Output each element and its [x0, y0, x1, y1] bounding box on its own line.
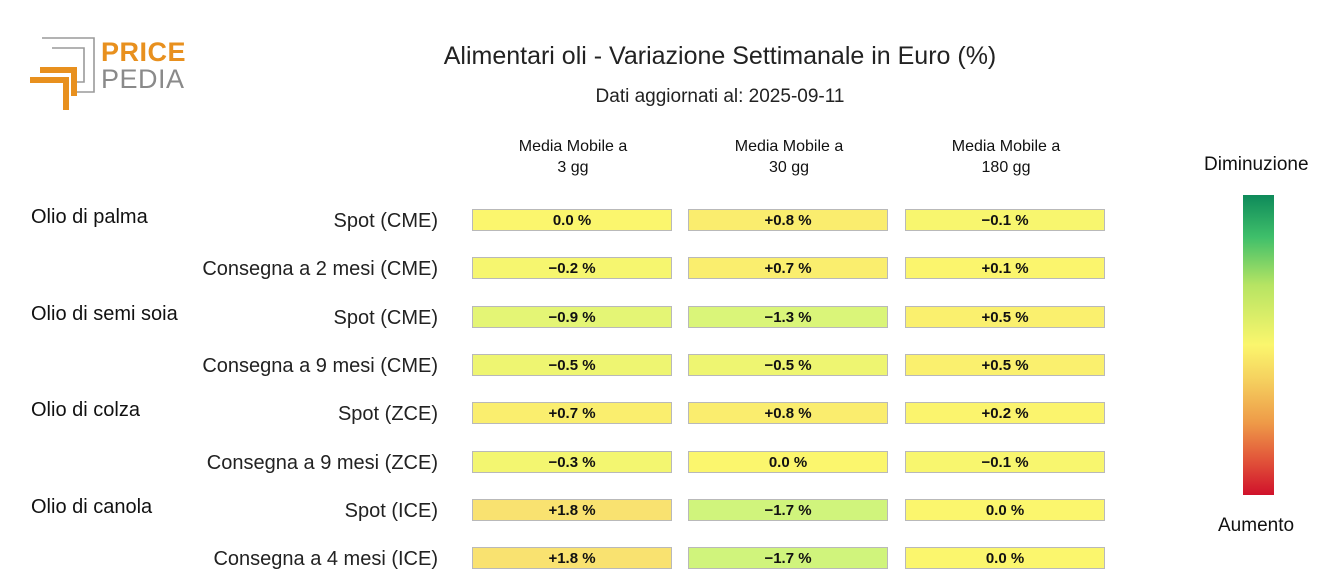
heatmap-cell: +0.7 %: [688, 257, 888, 279]
heatmap-cell: +0.8 %: [688, 402, 888, 424]
row-group-label: Olio di canola: [31, 496, 152, 519]
heatmap-cell: −1.7 %: [688, 547, 888, 569]
heatmap-cell: +0.2 %: [905, 402, 1105, 424]
heatmap-cell: −0.1 %: [905, 209, 1105, 231]
pricepedia-logo: PRICE PEDIA: [28, 36, 188, 112]
heatmap-cell: 0.0 %: [472, 209, 672, 231]
column-header-line2: 3 gg: [472, 157, 674, 178]
column-header-line2: 180 gg: [905, 157, 1107, 178]
row-label: Spot (CME): [334, 210, 438, 233]
logo-mark-icon: [28, 36, 100, 112]
chart-title: Alimentari oli - Variazione Settimanale …: [300, 42, 1140, 71]
row-label: Consegna a 9 mesi (ZCE): [207, 452, 438, 475]
heatmap-cell: −1.7 %: [688, 499, 888, 521]
row-group-label: Olio di palma: [31, 206, 148, 229]
row-label: Spot (ICE): [345, 500, 438, 523]
logo-word-price: PRICE: [101, 39, 186, 66]
heatmap-cell: 0.0 %: [905, 547, 1105, 569]
heatmap-cell: +0.5 %: [905, 306, 1105, 328]
column-header-180gg: Media Mobile a 180 gg: [905, 136, 1107, 178]
heatmap-cell: +0.5 %: [905, 354, 1105, 376]
row-label: Consegna a 9 mesi (CME): [202, 355, 438, 378]
heatmap-cell: −0.9 %: [472, 306, 672, 328]
heatmap-cell: −0.3 %: [472, 451, 672, 473]
logo-word-pedia: PEDIA: [101, 66, 185, 93]
heatmap-cell: −0.5 %: [472, 354, 672, 376]
heatmap-cell: −0.1 %: [905, 451, 1105, 473]
heatmap-cell: +1.8 %: [472, 547, 672, 569]
row-label: Spot (CME): [334, 307, 438, 330]
heatmap-cell: +0.1 %: [905, 257, 1105, 279]
row-group-label: Olio di semi soia: [31, 303, 178, 326]
row-label: Spot (ZCE): [338, 403, 438, 426]
column-header-3gg: Media Mobile a 3 gg: [472, 136, 674, 178]
column-header-line2: 30 gg: [688, 157, 890, 178]
legend-top-label: Diminuzione: [1204, 154, 1309, 176]
heatmap-cell: 0.0 %: [905, 499, 1105, 521]
column-header-30gg: Media Mobile a 30 gg: [688, 136, 890, 178]
heatmap-cell: −1.3 %: [688, 306, 888, 328]
row-label: Consegna a 2 mesi (CME): [202, 258, 438, 281]
heatmap-cell: −0.5 %: [688, 354, 888, 376]
legend-color-scale: [1243, 195, 1274, 495]
column-header-line1: Media Mobile a: [905, 136, 1107, 157]
column-header-line1: Media Mobile a: [472, 136, 674, 157]
row-group-label: Olio di colza: [31, 399, 140, 422]
column-header-line1: Media Mobile a: [688, 136, 890, 157]
legend-bottom-label: Aumento: [1218, 515, 1294, 537]
heatmap-cell: −0.2 %: [472, 257, 672, 279]
chart-subtitle: Dati aggiornati al: 2025-09-11: [300, 86, 1140, 108]
row-label: Consegna a 4 mesi (ICE): [213, 548, 438, 571]
heatmap-cell: +0.7 %: [472, 402, 672, 424]
heatmap-cell: +0.8 %: [688, 209, 888, 231]
heatmap-cell: 0.0 %: [688, 451, 888, 473]
heatmap-cell: +1.8 %: [472, 499, 672, 521]
